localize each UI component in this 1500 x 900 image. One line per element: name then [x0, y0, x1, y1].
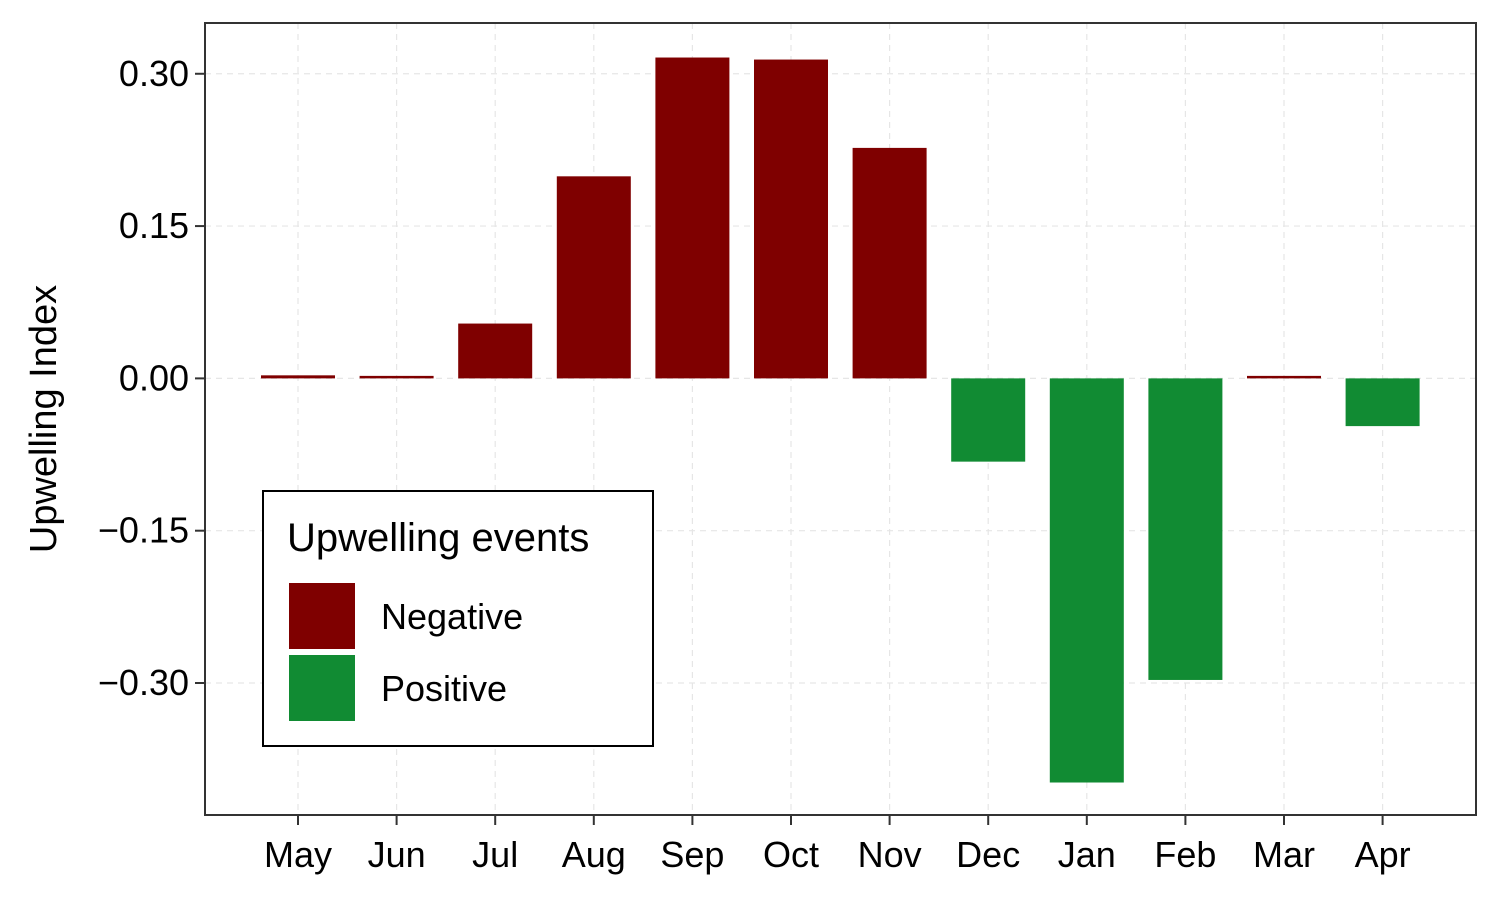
y-tick-label: 0.15	[119, 205, 189, 246]
y-tick-label: −0.15	[98, 510, 189, 551]
x-tick-label: Jul	[472, 834, 518, 875]
x-axis: May Jun Jul Aug Sep Oct Nov Dec Jan Feb Mar Apr	[264, 815, 1411, 875]
legend-swatch-negative	[289, 583, 355, 649]
legend-label-positive: Positive	[381, 668, 507, 709]
x-tick-label: Jun	[368, 834, 426, 875]
bar-feb	[1148, 378, 1223, 680]
bar-jan	[1049, 378, 1124, 783]
x-tick-label: Dec	[956, 834, 1020, 875]
x-tick-label: Nov	[858, 834, 922, 875]
bar-oct	[754, 59, 828, 379]
bar-nov	[852, 147, 927, 379]
y-axis-title: Upwelling Index	[23, 285, 65, 553]
x-tick-label: Sep	[660, 834, 724, 875]
legend-title: Upwelling events	[287, 516, 589, 560]
legend-label-negative: Negative	[381, 596, 523, 637]
bar-may	[261, 375, 335, 379]
y-tick-label: −0.30	[98, 662, 189, 703]
x-tick-label: Mar	[1253, 834, 1315, 875]
legend-swatch-positive	[289, 655, 355, 721]
x-tick-label: Aug	[562, 834, 626, 875]
y-tick-label: 0.30	[119, 53, 189, 94]
bar-apr	[1345, 378, 1420, 427]
bar-sep	[655, 57, 730, 379]
bar-mar	[1247, 375, 1321, 379]
bar-jun	[359, 375, 434, 379]
legend: Upwelling events Negative Positive	[262, 490, 654, 747]
x-tick-label: Jan	[1058, 834, 1116, 875]
bar-aug	[556, 176, 631, 379]
x-tick-label: Oct	[763, 834, 819, 875]
bar-jul	[458, 323, 533, 379]
x-tick-label: Apr	[1355, 834, 1411, 875]
y-tick-label: 0.00	[119, 357, 189, 398]
x-tick-label: May	[264, 834, 332, 875]
bar-dec	[951, 378, 1026, 462]
bars-layer	[261, 57, 1420, 783]
x-tick-label: Feb	[1154, 834, 1216, 875]
plot-frame	[204, 22, 1477, 816]
y-axis: 0.30 0.15 0.00 −0.15 −0.30	[98, 53, 205, 703]
